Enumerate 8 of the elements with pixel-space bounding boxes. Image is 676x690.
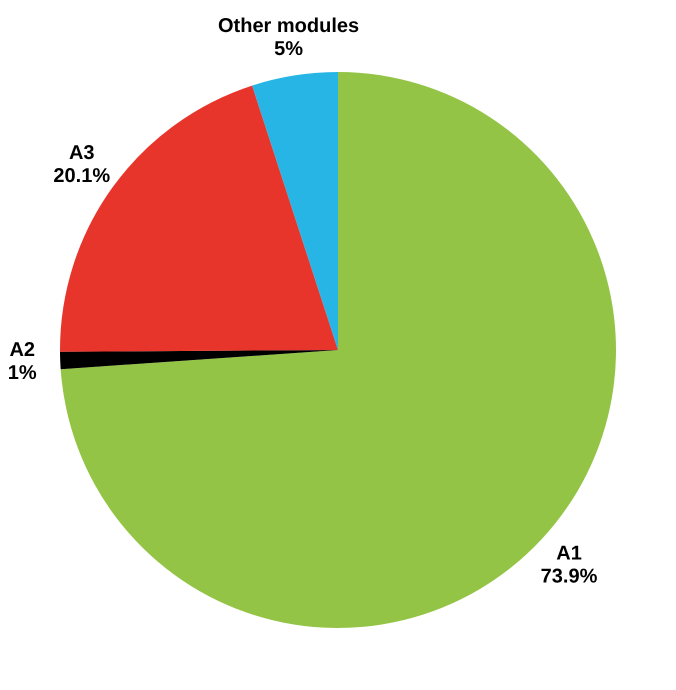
slice-label: A3 <box>68 142 95 164</box>
data-label: 1% <box>8 362 37 384</box>
data-label: 20.1% <box>53 165 110 188</box>
slice-label: A1 <box>556 542 582 565</box>
data-label: 5% <box>274 38 304 60</box>
data-label: 73.9% <box>540 566 598 588</box>
slice-label: A2 <box>9 338 36 361</box>
slice-label: Other modules <box>218 14 360 37</box>
